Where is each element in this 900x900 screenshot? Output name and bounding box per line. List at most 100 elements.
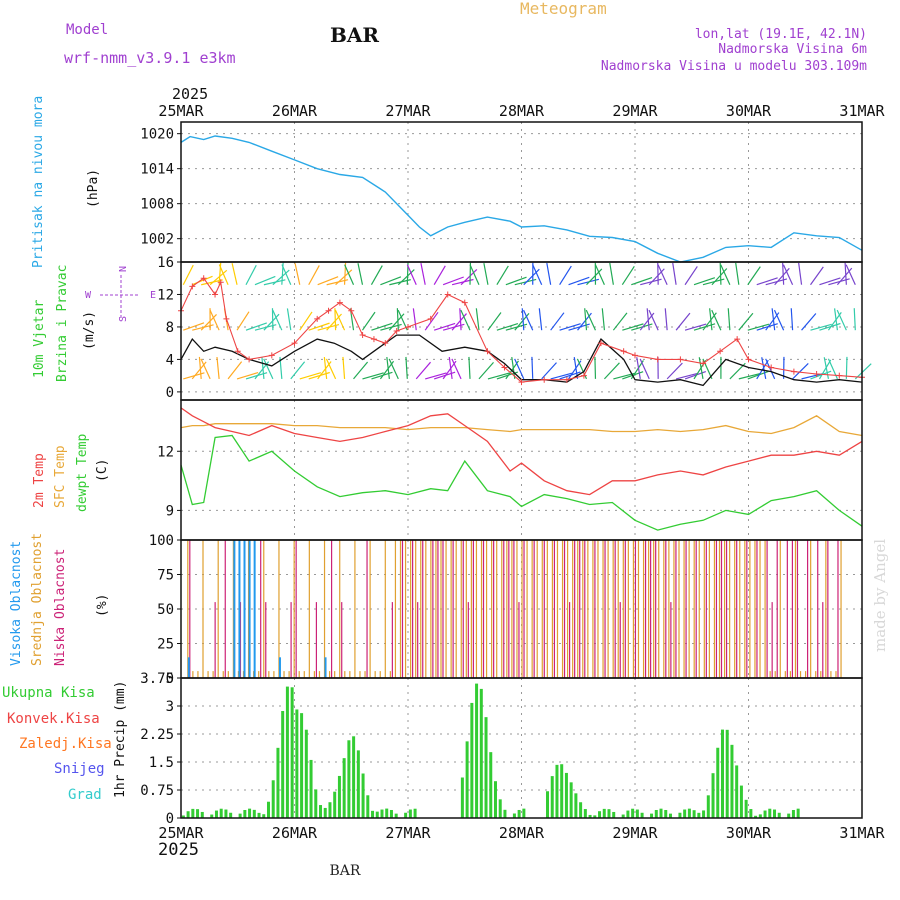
precip-bar [754, 815, 758, 818]
y-tick-label: 2.25 [140, 727, 174, 743]
wind-arrow [854, 363, 872, 380]
y-tick-label: 25 [157, 637, 174, 653]
gust-marker [677, 356, 684, 363]
precip-bar [489, 752, 493, 818]
gust-marker [654, 356, 661, 363]
precip-bar [413, 808, 417, 818]
gust-marker [700, 360, 707, 367]
y-tick-label: 0 [166, 671, 174, 687]
wind-arrow [657, 264, 668, 285]
wind-unit: (m/s) [82, 311, 97, 350]
wind-arrow [245, 264, 257, 286]
precip-bar [248, 808, 252, 818]
precip-bar [749, 809, 753, 818]
wind-arrow [693, 277, 716, 286]
wind-arrow [245, 322, 267, 331]
temp-title-1: 2m Temp [32, 453, 47, 508]
wind-arrow [738, 312, 754, 331]
precip-bar [654, 809, 658, 818]
wind-arrow [487, 372, 510, 380]
wind-arrow [774, 267, 790, 286]
wind-arrow [362, 372, 384, 380]
precip-bar [475, 683, 479, 818]
wind-arrow [675, 372, 698, 380]
wind-arrow [523, 309, 534, 331]
wind-arrow [299, 311, 313, 331]
precip-bar [602, 808, 606, 818]
bottom-day-label: 25MAR [158, 824, 204, 842]
wind-arrow [568, 276, 590, 286]
wind-arrow [738, 372, 761, 380]
gust-marker [444, 291, 451, 298]
precip-bar [668, 813, 672, 818]
cloud-unit: (%) [95, 594, 110, 617]
gust-marker [405, 323, 411, 330]
precip-bar [640, 812, 644, 818]
wind-arrow [451, 358, 462, 380]
wind-arrow [326, 313, 342, 331]
bottom-day-label: 28MAR [499, 824, 545, 842]
wind-arrow [459, 308, 462, 331]
wind-arrow [433, 265, 446, 286]
wind-title-2: Brzina i Pravac [55, 265, 70, 382]
precip-bar [787, 813, 791, 818]
wind-arrow [719, 262, 722, 285]
y-tick-label: 75 [157, 568, 174, 584]
wind-arrow [672, 262, 677, 285]
precip-bar [342, 758, 346, 818]
temp-unit: (C) [95, 459, 110, 482]
year-top: 2025 [172, 85, 208, 103]
wind-arrow [594, 264, 605, 285]
gust-marker [217, 279, 224, 286]
gust-marker [268, 352, 275, 359]
precip-bar [574, 793, 578, 818]
wind-arrow [523, 268, 540, 286]
precip-bar [791, 809, 795, 818]
gust-marker [427, 315, 434, 322]
precip-bar [262, 814, 266, 818]
precip-legend-item: Ukupna Kisa [2, 685, 95, 701]
wind-arrow [460, 309, 471, 331]
wind-arrow [664, 308, 668, 331]
wind-arrow [380, 276, 402, 286]
wind-arrow [684, 266, 698, 286]
precip-bar [725, 729, 729, 818]
gust-marker [484, 348, 491, 355]
wind-arrow [568, 360, 582, 380]
top-day-label: 31MAR [839, 102, 885, 120]
precip-bar [328, 802, 332, 818]
y-tick-label: 100 [149, 533, 174, 549]
wind-arrow [415, 361, 432, 380]
wind-arrow [514, 358, 525, 380]
wind-arrow [200, 314, 217, 331]
precip-bar [763, 810, 767, 818]
top-day-label: 27MAR [385, 102, 431, 120]
precip-bar [257, 812, 261, 818]
precip-bar [612, 811, 616, 818]
bottom-day-label: 30MAR [726, 824, 772, 842]
wind-arrow [405, 356, 408, 379]
wind-arrow [636, 357, 641, 379]
precip-bar [371, 810, 375, 818]
precip-bar [380, 809, 384, 818]
precip-bar [796, 808, 800, 818]
gust-marker [580, 372, 587, 379]
gust-marker [223, 315, 230, 322]
precip-bar [352, 736, 356, 818]
wind-arrow [559, 265, 572, 286]
wind-arrow [483, 262, 489, 285]
wind-arrow [308, 265, 320, 286]
station-title: BAR [330, 23, 379, 47]
precip-bar [692, 810, 696, 818]
wind-arrow [388, 313, 405, 331]
precip-bar [224, 809, 228, 818]
wind-arrow [263, 358, 274, 380]
bottom-day-label: 29MAR [612, 824, 658, 842]
gust-marker [212, 291, 219, 298]
gust-marker [234, 348, 241, 355]
wind-arrow [231, 263, 238, 285]
precip-bar [285, 686, 289, 818]
wind-arrow [361, 311, 376, 331]
precip-bar [191, 808, 195, 818]
